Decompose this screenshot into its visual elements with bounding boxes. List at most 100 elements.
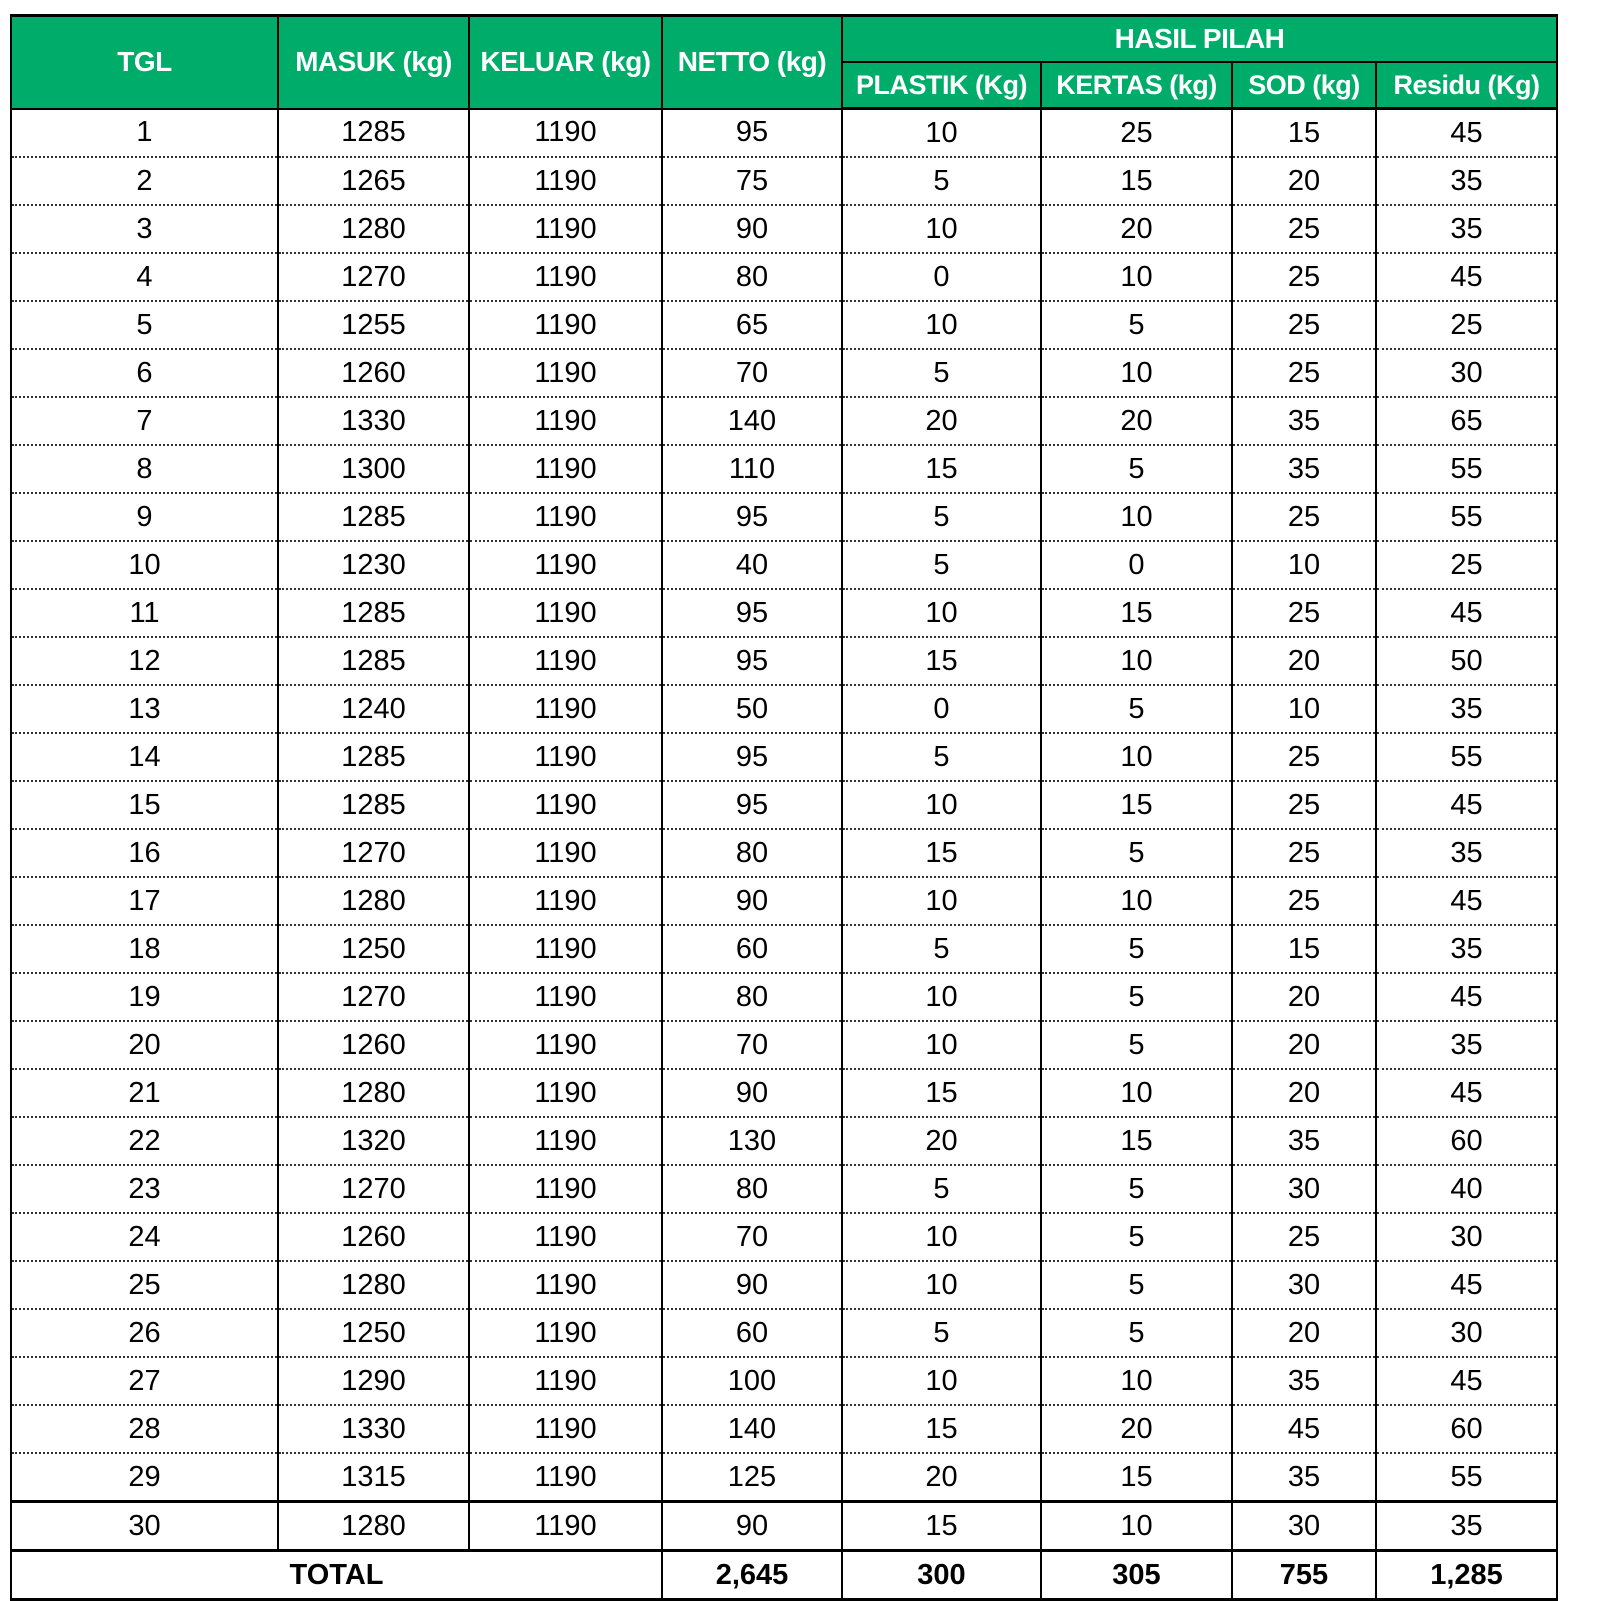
cell-sod: 30 [1231,1261,1377,1310]
cell-sod: 35 [1231,1357,1377,1406]
cell-residu: 30 [1374,349,1559,398]
cell-tgl: 4 [10,253,279,302]
cell-masuk: 1285 [277,637,470,686]
table-row: 11 1285 1190 95 10 15 25 45 [10,589,1559,638]
cell-tgl: 9 [10,493,279,542]
cell-masuk: 1320 [277,1117,470,1166]
cell-residu: 25 [1374,541,1559,590]
cell-residu: 45 [1374,973,1559,1022]
table-row: 3 1280 1190 90 10 20 25 35 [10,205,1559,254]
cell-netto: 95 [661,589,843,638]
cell-masuk: 1260 [277,349,470,398]
cell-sod: 10 [1231,685,1377,734]
total-label: TOTAL [10,1550,663,1601]
cell-netto: 70 [661,1213,843,1262]
total-plastik: 300 [841,1550,1042,1601]
cell-sod: 25 [1231,349,1377,398]
cell-kertas: 10 [1040,349,1233,398]
table-row: 16 1270 1190 80 15 5 25 35 [10,829,1559,878]
cell-residu: 45 [1374,781,1559,830]
cell-residu: 60 [1374,1117,1559,1166]
table-row: 2 1265 1190 75 5 15 20 35 [10,157,1559,206]
cell-tgl: 15 [10,781,279,830]
cell-masuk: 1285 [277,108,470,158]
cell-netto: 90 [661,1069,843,1118]
cell-sod: 20 [1231,637,1377,686]
cell-masuk: 1285 [277,781,470,830]
cell-kertas: 10 [1040,877,1233,926]
cell-plastik: 10 [841,589,1042,638]
cell-sod: 45 [1231,1405,1377,1454]
cell-kertas: 10 [1040,493,1233,542]
cell-netto: 80 [661,829,843,878]
cell-kertas: 15 [1040,589,1233,638]
cell-masuk: 1250 [277,1309,470,1358]
cell-plastik: 15 [841,829,1042,878]
cell-sod: 20 [1231,1021,1377,1070]
cell-residu: 45 [1374,1069,1559,1118]
cell-kertas: 5 [1040,445,1233,494]
cell-tgl: 2 [10,157,279,206]
cell-plastik: 10 [841,1357,1042,1406]
cell-sod: 30 [1231,1501,1377,1552]
cell-masuk: 1315 [277,1453,470,1503]
table-row: 23 1270 1190 80 5 5 30 40 [10,1165,1559,1214]
cell-netto: 90 [661,1501,843,1552]
cell-tgl: 20 [10,1021,279,1070]
cell-keluar: 1190 [468,973,663,1022]
cell-tgl: 16 [10,829,279,878]
header-sod: SOD (kg) [1231,61,1377,110]
cell-plastik: 5 [841,733,1042,782]
cell-netto: 60 [661,1309,843,1358]
cell-tgl: 30 [10,1501,279,1552]
cell-plastik: 5 [841,1309,1042,1358]
cell-plastik: 10 [841,1021,1042,1070]
header-residu: Residu (Kg) [1374,61,1559,110]
header-masuk: MASUK (kg) [277,14,470,110]
cell-plastik: 10 [841,108,1042,158]
cell-residu: 30 [1374,1213,1559,1262]
cell-plastik: 15 [841,637,1042,686]
cell-kertas: 5 [1040,925,1233,974]
cell-netto: 90 [661,1261,843,1310]
cell-residu: 45 [1374,108,1559,158]
cell-masuk: 1250 [277,925,470,974]
cell-netto: 50 [661,685,843,734]
cell-keluar: 1190 [468,1501,663,1552]
cell-sod: 30 [1231,1165,1377,1214]
cell-sod: 35 [1231,397,1377,446]
cell-sod: 25 [1231,493,1377,542]
cell-kertas: 25 [1040,108,1233,158]
cell-kertas: 5 [1040,829,1233,878]
cell-kertas: 5 [1040,1213,1233,1262]
cell-tgl: 11 [10,589,279,638]
table-row: 27 1290 1190 100 10 10 35 45 [10,1357,1559,1406]
cell-kertas: 15 [1040,1453,1233,1503]
table-row: 8 1300 1190 110 15 5 35 55 [10,445,1559,494]
cell-masuk: 1230 [277,541,470,590]
cell-residu: 55 [1374,493,1559,542]
table-row: 22 1320 1190 130 20 15 35 60 [10,1117,1559,1166]
cell-sod: 35 [1231,1453,1377,1503]
cell-plastik: 0 [841,253,1042,302]
cell-keluar: 1190 [468,1357,663,1406]
cell-sod: 10 [1231,541,1377,590]
cell-sod: 25 [1231,781,1377,830]
table-row: 14 1285 1190 95 5 10 25 55 [10,733,1559,782]
table-row: 19 1270 1190 80 10 5 20 45 [10,973,1559,1022]
cell-netto: 80 [661,253,843,302]
cell-tgl: 1 [10,108,279,158]
cell-sod: 15 [1231,925,1377,974]
cell-plastik: 15 [841,1405,1042,1454]
cell-masuk: 1260 [277,1021,470,1070]
table-row: 13 1240 1190 50 0 5 10 35 [10,685,1559,734]
table-row: 17 1280 1190 90 10 10 25 45 [10,877,1559,926]
cell-netto: 70 [661,349,843,398]
cell-netto: 95 [661,637,843,686]
cell-tgl: 17 [10,877,279,926]
cell-netto: 60 [661,925,843,974]
cell-sod: 25 [1231,1213,1377,1262]
cell-netto: 95 [661,733,843,782]
cell-kertas: 10 [1040,637,1233,686]
cell-kertas: 5 [1040,301,1233,350]
